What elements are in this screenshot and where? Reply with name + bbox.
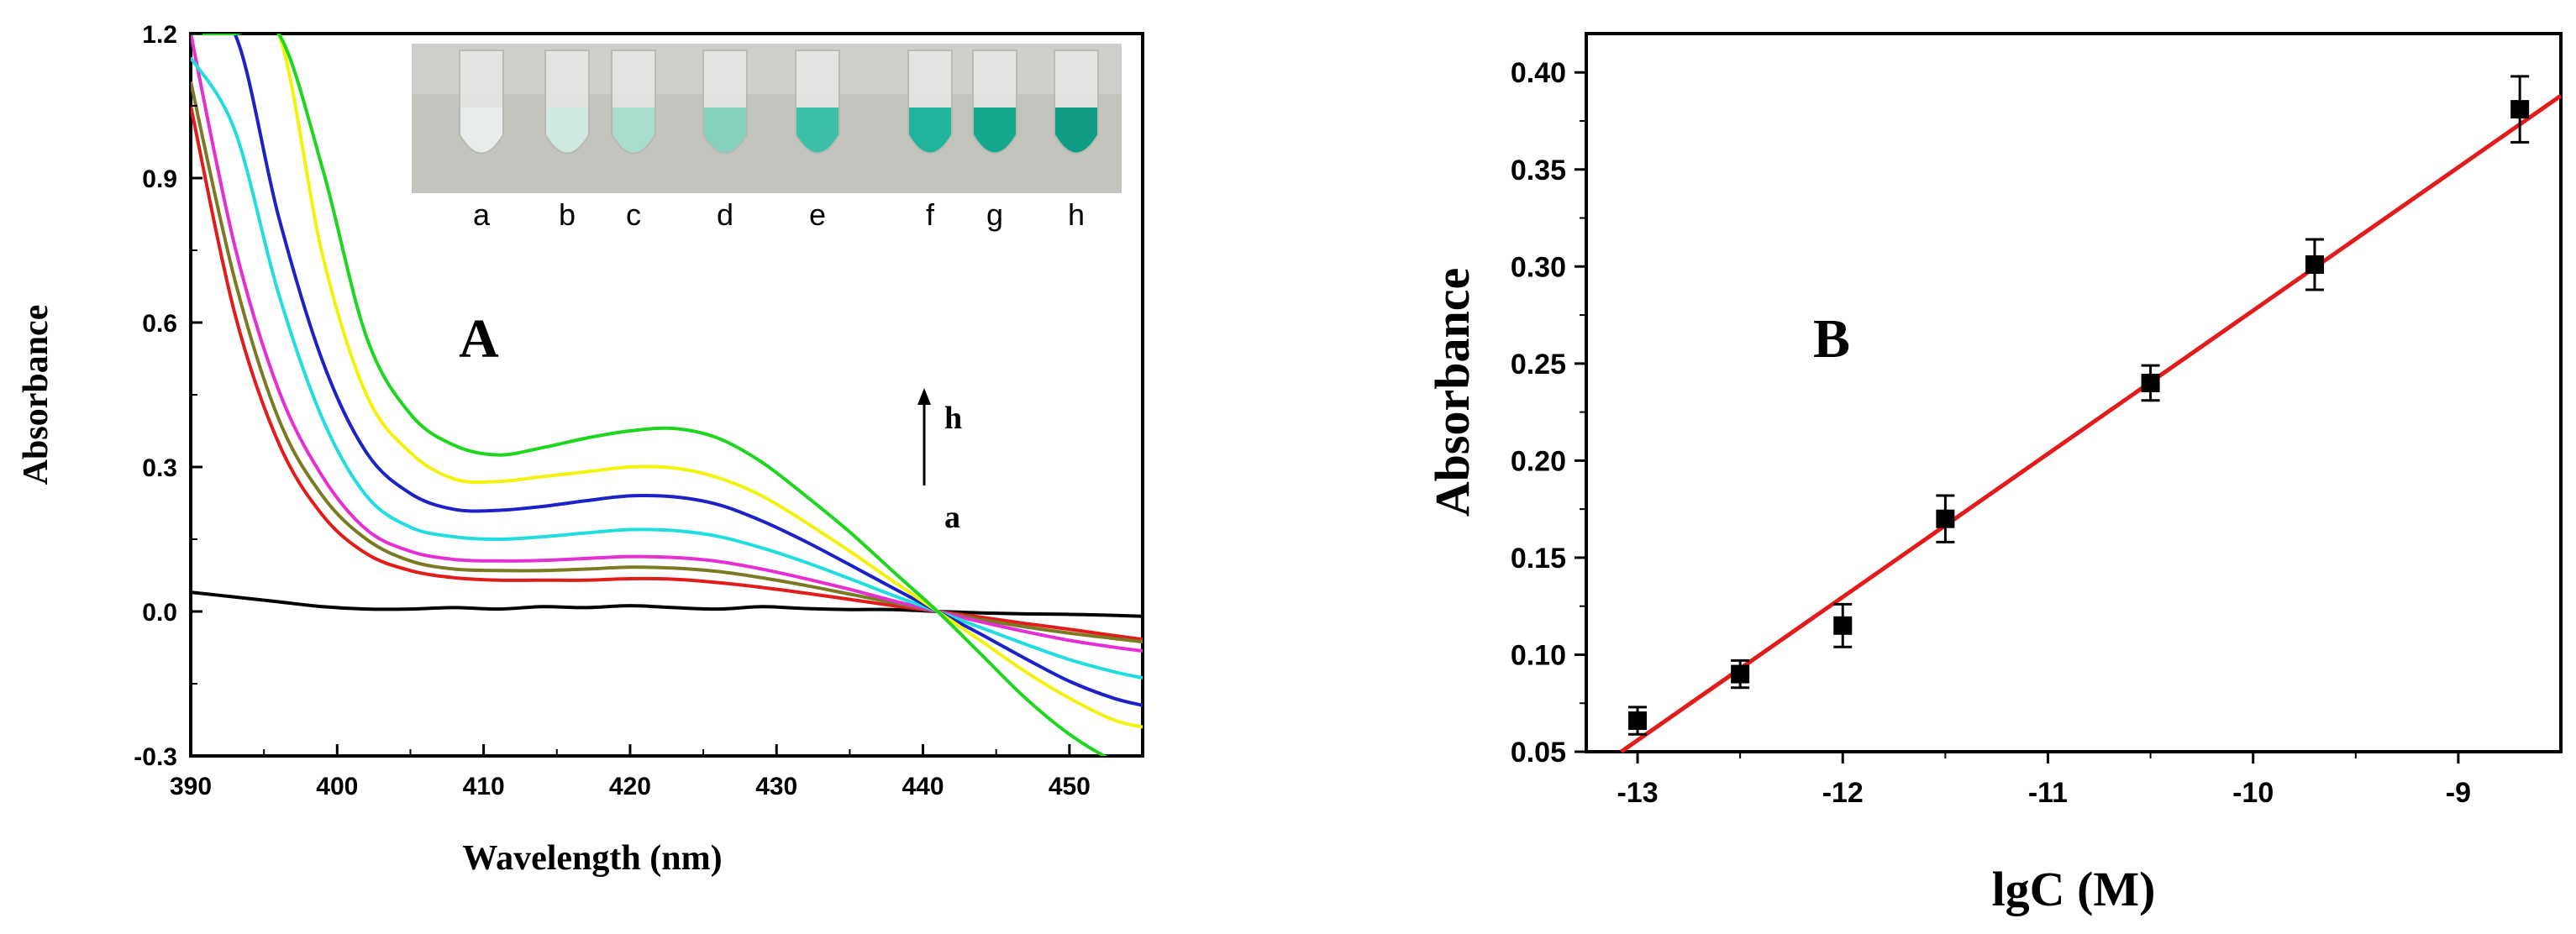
data-point (1833, 616, 1853, 635)
tube-label-h: h (1068, 197, 1085, 232)
panel-b-y-tick-label: 0.20 (1511, 445, 1566, 477)
tube-liquid-b (546, 108, 588, 153)
trend-arrow-bottom-label: a (944, 500, 960, 535)
panel-a-y-tick-label: 1.2 (142, 21, 177, 49)
panel-a-x-tick-label: 430 (755, 773, 797, 800)
panel-a-y-tick-label: -0.3 (134, 743, 177, 771)
panel-b-x-tick-label: -12 (1822, 777, 1864, 809)
tube-label-a: a (473, 197, 491, 232)
tube-liquid-h (1055, 108, 1097, 153)
data-point (1936, 509, 1955, 528)
panel-b-chart: -13 -12 -11 -10 -9 0.050.100.150.200.250.300… (1425, 32, 2563, 916)
trend-arrow-top-label: h (944, 401, 962, 436)
panel-a-x-tick-label: 410 (463, 773, 505, 800)
tube-liquid-c (612, 108, 655, 153)
tube-label-e: e (809, 197, 826, 232)
tube-label-f: f (926, 197, 935, 232)
panel-a-y-tick-label: 0.0 (142, 599, 177, 627)
panel-b-y-tick-label: 0.10 (1511, 639, 1566, 671)
panel-a-y-ticks: -0.3 0.0 0.3 0.6 0.9 1.2 (134, 21, 202, 771)
trend-arrow-head (917, 388, 931, 405)
panel-b-frame (1585, 32, 2563, 753)
panel-b-x-axis-label: lgC (M) (1992, 862, 2156, 916)
tubes-group (459, 50, 1099, 155)
tube-liquid-g (974, 108, 1016, 153)
panel-a-label: A (459, 308, 499, 370)
data-point (1731, 664, 1750, 684)
panel-a-x-axis-label: Wavelength (nm) (462, 839, 722, 878)
series-line-green (191, 34, 1108, 756)
panel-b-points-group (1628, 75, 2530, 736)
data-point (2305, 254, 2324, 274)
panel-a-x-tick-label: 420 (609, 773, 651, 800)
panel-a-y-axis-label: Absorbance (17, 305, 55, 485)
panel-b-y-tick-label: 0.25 (1511, 349, 1566, 380)
series-line-cyan (191, 56, 1143, 680)
panel-b-y-tick-label: 0.30 (1511, 251, 1566, 283)
data-point (1628, 711, 1648, 731)
tube-label-g: g (986, 197, 1003, 232)
data-point (2141, 373, 2160, 392)
panel-a-x-ticks: 390 400 410 420 430 440 450 (170, 744, 1091, 800)
panel-a-y-tick-label: 0.9 (142, 165, 177, 193)
panel-b-label: B (1813, 308, 1850, 370)
panel-a-y-tick-label: 0.3 (142, 454, 177, 482)
panel-b-y-ticks: 0.05 0.10 0.15 0.20 0.25 0.30 0.35 0.40 (1511, 57, 1586, 769)
panel-b-y-tick-label: 0.40 (1511, 57, 1566, 89)
panel-a-series-group (191, 34, 1143, 756)
panel-b-fit-group (1620, 93, 2563, 754)
tube-label-b: b (559, 197, 576, 232)
tube-photo-inset (412, 44, 1122, 193)
panel-b-x-tick-label: -13 (1617, 777, 1658, 809)
data-point (2510, 100, 2530, 119)
panel-b-x-ticks: -13 -12 -11 -10 -9 (1617, 752, 2471, 809)
series-line-yellow (191, 34, 1143, 729)
tube-liquid-e (796, 108, 839, 153)
tube-label-d: d (717, 197, 733, 232)
panel-b-x-tick-label: -10 (2232, 777, 2274, 809)
panel-a-x-tick-label: 440 (902, 773, 944, 800)
series-line-blue (191, 34, 1143, 707)
tube-liquid-a (460, 108, 502, 153)
series-line-magenta (191, 34, 1143, 653)
panel-a-y-tick-label: 0.6 (142, 310, 177, 338)
series-line-red (191, 105, 1143, 642)
linear-fit-line (1620, 93, 2563, 754)
panel-a-x-tick-label: 400 (316, 773, 358, 800)
panel-b-x-tick-label: -11 (2028, 777, 2068, 809)
panel-b-y-tick-label: 0.05 (1511, 737, 1566, 769)
panel-a-x-tick-label: 390 (170, 773, 212, 800)
series-line-black (191, 590, 1143, 618)
panel-a-chart: 390 400 410 420 430 440 450 -0.3 0.0 0.3 0.6 0.9 1.… (17, 21, 1144, 878)
panel-b-x-tick-label: -9 (2446, 777, 2471, 809)
panel-b-y-axis-label: Absorbance (1425, 268, 1480, 517)
series-line-olive (191, 81, 1143, 644)
panel-b-y-tick-label: 0.15 (1511, 543, 1566, 575)
panel-b-y-tick-label: 0.35 (1511, 155, 1566, 186)
tube-labels-group: a b c d e f g h (473, 197, 1085, 232)
tube-label-c: c (626, 197, 641, 232)
tube-liquid-f (909, 108, 951, 153)
panel-a-x-tick-label: 450 (1049, 773, 1091, 800)
tube-liquid-d (704, 108, 746, 153)
